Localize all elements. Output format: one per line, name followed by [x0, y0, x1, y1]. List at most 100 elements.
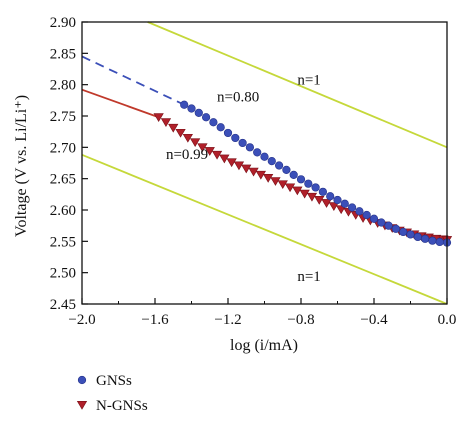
n-gnss-point	[314, 195, 325, 205]
gnss-point	[180, 100, 189, 109]
gnss-point	[202, 113, 211, 122]
gnss-point	[231, 133, 240, 143]
gnss-point	[223, 128, 233, 138]
n-gnss-point	[292, 186, 303, 196]
gnss-point	[245, 143, 254, 152]
n-gnss-point	[336, 205, 347, 215]
annotation-label: n=1	[297, 269, 320, 285]
gnss-point	[340, 199, 349, 208]
n-gnss-point	[263, 174, 274, 183]
gnss-point	[296, 175, 306, 184]
gnss-point	[348, 203, 357, 212]
x-tick-label: 0.0	[438, 312, 457, 328]
gnss-point	[399, 227, 408, 237]
n-gnss-point	[255, 170, 266, 180]
n-gnss-point	[175, 128, 186, 138]
gnss-point	[289, 170, 298, 180]
y-tick-label: 2.55	[50, 234, 76, 250]
n-gnss-point	[211, 150, 223, 160]
n-gnss-point	[168, 123, 179, 133]
reference-lines	[81, 21, 448, 305]
gnss-point	[304, 179, 313, 188]
n-gnss-point	[248, 167, 259, 177]
gnss-point	[428, 236, 437, 245]
n-gnss-point	[270, 177, 281, 186]
n-gnss-point	[182, 133, 193, 143]
gnss-point	[260, 152, 269, 161]
gnss-point	[362, 210, 371, 220]
legend: GNSs N-GNSs	[76, 373, 148, 414]
y-tick-label: 2.75	[50, 109, 76, 125]
n-gnss-point	[153, 113, 164, 122]
x-tick-label: −1.6	[141, 312, 169, 328]
n-gnss-point	[306, 192, 318, 202]
y-tick-label: 2.65	[50, 172, 76, 188]
gnss-point	[282, 165, 291, 174]
x-tick-label: −0.4	[360, 312, 388, 328]
n-gnss-point	[219, 154, 230, 164]
annotation-label: n=0.80	[217, 90, 259, 106]
x-tick-label: −1.2	[214, 312, 241, 328]
y-tick-label: 2.80	[50, 78, 76, 94]
gnss-point	[194, 108, 203, 117]
gnss-point	[209, 118, 218, 127]
legend-marker	[77, 375, 87, 385]
gnss-point	[369, 214, 379, 223]
n-gnss-point	[328, 202, 339, 211]
n-gnss-point	[190, 138, 201, 148]
gnss-point	[333, 195, 342, 205]
n-gnss-point	[321, 199, 332, 208]
reference-line	[147, 21, 448, 149]
n-gnss-point	[277, 180, 288, 190]
fit-lines	[81, 55, 185, 119]
gnss-point	[275, 161, 284, 170]
axis-ticks: −2.0 −1.6 −1.2 −0.8 −0.4 0.0 2.45 2.50 2.55 2.60 2…	[50, 15, 457, 328]
n-gnss-point	[204, 147, 215, 156]
legend-label: N-GNSs	[96, 398, 148, 414]
y-tick-label: 2.70	[50, 140, 76, 156]
gnss-point	[311, 183, 320, 192]
gnss-point	[326, 192, 335, 201]
y-tick-label: 2.60	[50, 203, 76, 219]
gnss-point	[238, 138, 247, 148]
fit-line	[81, 55, 185, 106]
annotations: n=1 n=0.80 n=0.99 n=1	[166, 73, 321, 285]
n-gnss-point	[233, 161, 245, 171]
gnss-point	[384, 221, 393, 230]
fit-line	[81, 88, 159, 119]
x-tick-label: −2.0	[68, 312, 95, 328]
legend-marker	[76, 401, 88, 410]
y-axis-title: Voltage (V vs. Li/Li⁺)	[13, 95, 30, 237]
y-tick-label: 2.90	[50, 15, 76, 31]
n-gnss-point	[241, 164, 252, 174]
x-tick-label: −0.8	[287, 312, 314, 328]
reference-line	[81, 154, 448, 305]
gnss-point	[318, 187, 328, 196]
n-gnss-point	[226, 158, 237, 168]
gnss-point	[421, 234, 430, 243]
gnss-point	[406, 230, 415, 239]
n-gnss-point	[160, 118, 172, 127]
n-gnss-point	[197, 143, 208, 153]
y-tick-label: 2.45	[50, 297, 76, 313]
legend-label: GNSs	[96, 373, 132, 389]
gnss-point	[187, 104, 196, 113]
y-tick-label: 2.85	[50, 46, 76, 62]
gnss-point	[216, 123, 225, 132]
gnss-point	[253, 148, 262, 157]
plot-frame	[81, 21, 448, 305]
gnss-point	[267, 157, 276, 166]
x-axis-title: log (i/mA)	[230, 337, 298, 354]
gnss-point	[377, 218, 386, 227]
annotation-label: n=1	[297, 73, 320, 89]
n-gnss-point	[284, 183, 296, 193]
y-tick-label: 2.50	[50, 266, 76, 282]
gnss-point	[435, 237, 444, 247]
annotation-label: n=0.99	[166, 147, 208, 163]
data-markers	[153, 100, 453, 247]
gnss-point	[391, 224, 401, 233]
gnss-point	[355, 207, 364, 216]
n-gnss-point	[299, 189, 310, 199]
gnss-point	[413, 232, 422, 242]
